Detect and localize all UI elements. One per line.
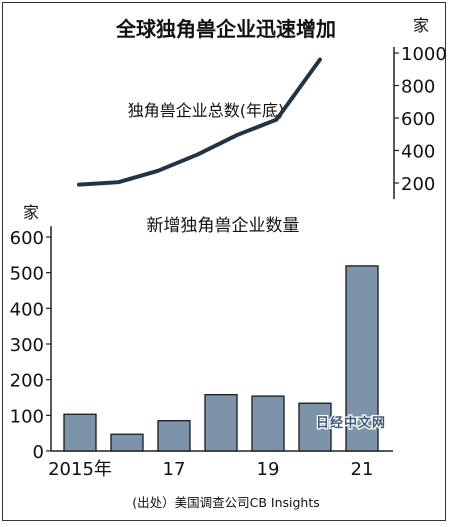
chart-frame: 全球独角兽企业迅速增加 独角兽企业总数(年底) 家 新增独角兽企业数量 家 20… [2,2,446,521]
line-y-tick-label: 200 [401,174,435,195]
bar-x-tick-label: 17 [163,459,186,480]
line-y-axis: 200 400 600 800 1000 [394,44,447,199]
bar-18 [205,395,237,451]
bar-y-tick-label: 600 [10,228,44,249]
bar-y-tick-label: 100 [10,406,44,427]
chart-title: 全球独角兽企业迅速增加 [115,17,336,41]
line-series [79,59,320,184]
bar-x-tick-label: 21 [351,459,374,480]
line-chart-subtitle: 独角兽企业总数(年底) [128,101,285,120]
bar-x-tick-label: 19 [257,459,280,480]
bar-x-tick-label: 2015年 [48,459,112,480]
bar-y-tick-label: 400 [10,299,44,320]
line-y-tick-label: 800 [401,77,435,98]
bar-16 [111,434,143,451]
line-y-tick-label: 1000 [401,44,447,65]
source-note: (出处）美国调查公司CB Insights [132,495,320,510]
bar-y-tick-label: 300 [10,335,44,356]
line-y-unit: 家 [413,16,429,35]
line-y-tick-label: 600 [401,109,435,130]
bar-chart-title: 新增独角兽企业数量 [147,216,300,236]
bar-17 [158,421,190,451]
bar-y-unit: 家 [23,203,39,222]
bar-19 [252,396,284,451]
bar-y-tick-label: 500 [10,264,44,285]
chart-canvas: 全球独角兽企业迅速增加 独角兽企业总数(年底) 家 新增独角兽企业数量 家 20… [3,3,447,522]
watermark: 日经中文网 [316,415,386,431]
bar-y-tick-label: 0 [33,442,44,463]
bar-y-tick-label: 200 [10,371,44,392]
line-series-total [79,60,320,185]
bar-x-axis: 2015年 17 19 21 [48,459,373,480]
line-y-tick-label: 400 [401,142,435,163]
bar-2015年 [64,414,96,451]
